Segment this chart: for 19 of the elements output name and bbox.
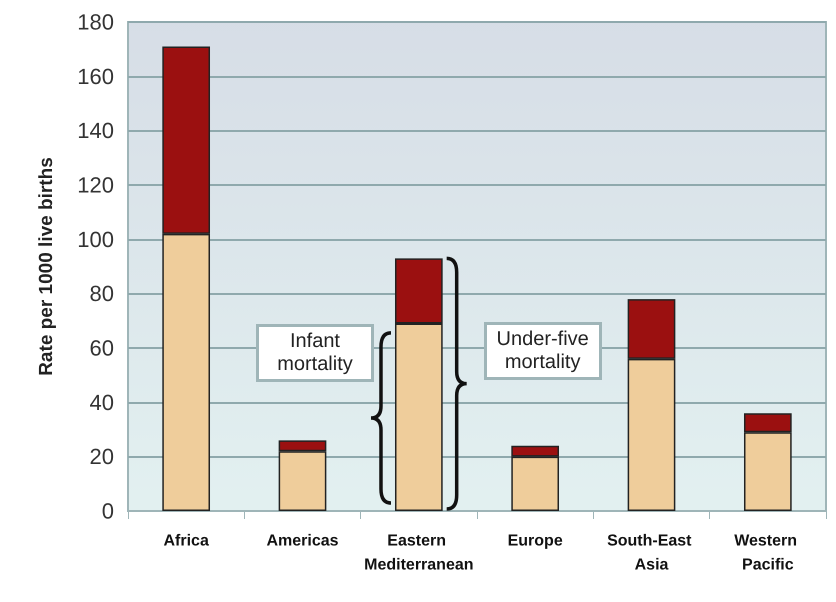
y-tick-label: 180 [77,10,114,34]
x-tick-label: Americas [266,532,339,550]
x-tick-label: Western Pacific [734,532,802,574]
y-tick-label: 0 [102,498,114,524]
y-tick-label: 80 [90,281,114,306]
y-axis-title: Rate per 1000 live births [36,157,57,376]
series-label: Under-five mortality [484,322,602,380]
y-tick-label: 60 [90,336,114,360]
y-tick-label: 140 [77,118,114,144]
y-tick-label: 160 [77,64,114,89]
x-tick-label: Africa [163,532,209,550]
y-tick-label: 100 [77,226,114,252]
x-tick-label: South-East Asia [607,532,696,574]
y-tick-label: 40 [90,390,114,415]
x-tick-label: Europe [508,532,563,550]
x-tick-label: Eastern Mediterranean [364,532,474,574]
text: Infant mortality [256,324,374,382]
y-tick-label: 20 [90,444,114,470]
y-tick-label: 120 [77,172,114,198]
